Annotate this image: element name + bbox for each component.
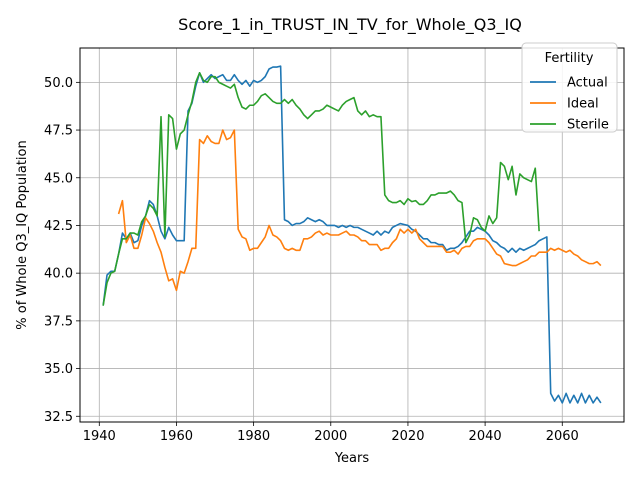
x-tick-label: 1980 (237, 429, 270, 444)
y-tick-label: 37.5 (44, 314, 73, 329)
legend-label-ideal: Ideal (567, 97, 599, 112)
plot-frame (79, 47, 625, 423)
x-axis-label: Years (334, 451, 370, 466)
legend-label-actual: Actual (567, 76, 608, 91)
y-axis-label: % of Whole Q3_IQ Population (15, 140, 30, 329)
y-tick-label: 35.0 (44, 362, 73, 377)
x-tick-label: 2060 (546, 429, 579, 444)
series-line-actual (102, 65, 602, 404)
chart-title: Score_1_in_TRUST_IN_TV_for_Whole_Q3_IQ (178, 15, 522, 35)
y-tick-label: 47.5 (44, 124, 73, 139)
axis-ticks: 1940 1960 1980 2000 2020 2040 2060 32.5 35.0 37.5… (44, 76, 579, 444)
y-tick-label: 45.0 (44, 171, 73, 186)
legend: Fertility Actual Ideal Sterile (521, 42, 618, 133)
x-tick-label: 2040 (469, 429, 502, 444)
x-tick-label: 1940 (83, 429, 116, 444)
legend-label-sterile: Sterile (567, 118, 609, 133)
series-line-sterile (102, 72, 540, 306)
legend-title: Fertility (545, 51, 594, 66)
series-lines (102, 65, 602, 404)
y-tick-label: 40.0 (44, 267, 73, 282)
x-tick-label: 2020 (391, 429, 424, 444)
series-line-ideal (117, 129, 602, 292)
legend-items: Actual Ideal Sterile (530, 76, 609, 133)
x-tick-label: 1960 (160, 429, 193, 444)
y-tick-label: 50.0 (44, 76, 73, 91)
y-tick-label: 32.5 (44, 410, 73, 425)
y-tick-label: 42.5 (44, 219, 73, 234)
grid (80, 48, 624, 422)
legend-box (521, 42, 618, 133)
x-tick-label: 2000 (314, 429, 347, 444)
